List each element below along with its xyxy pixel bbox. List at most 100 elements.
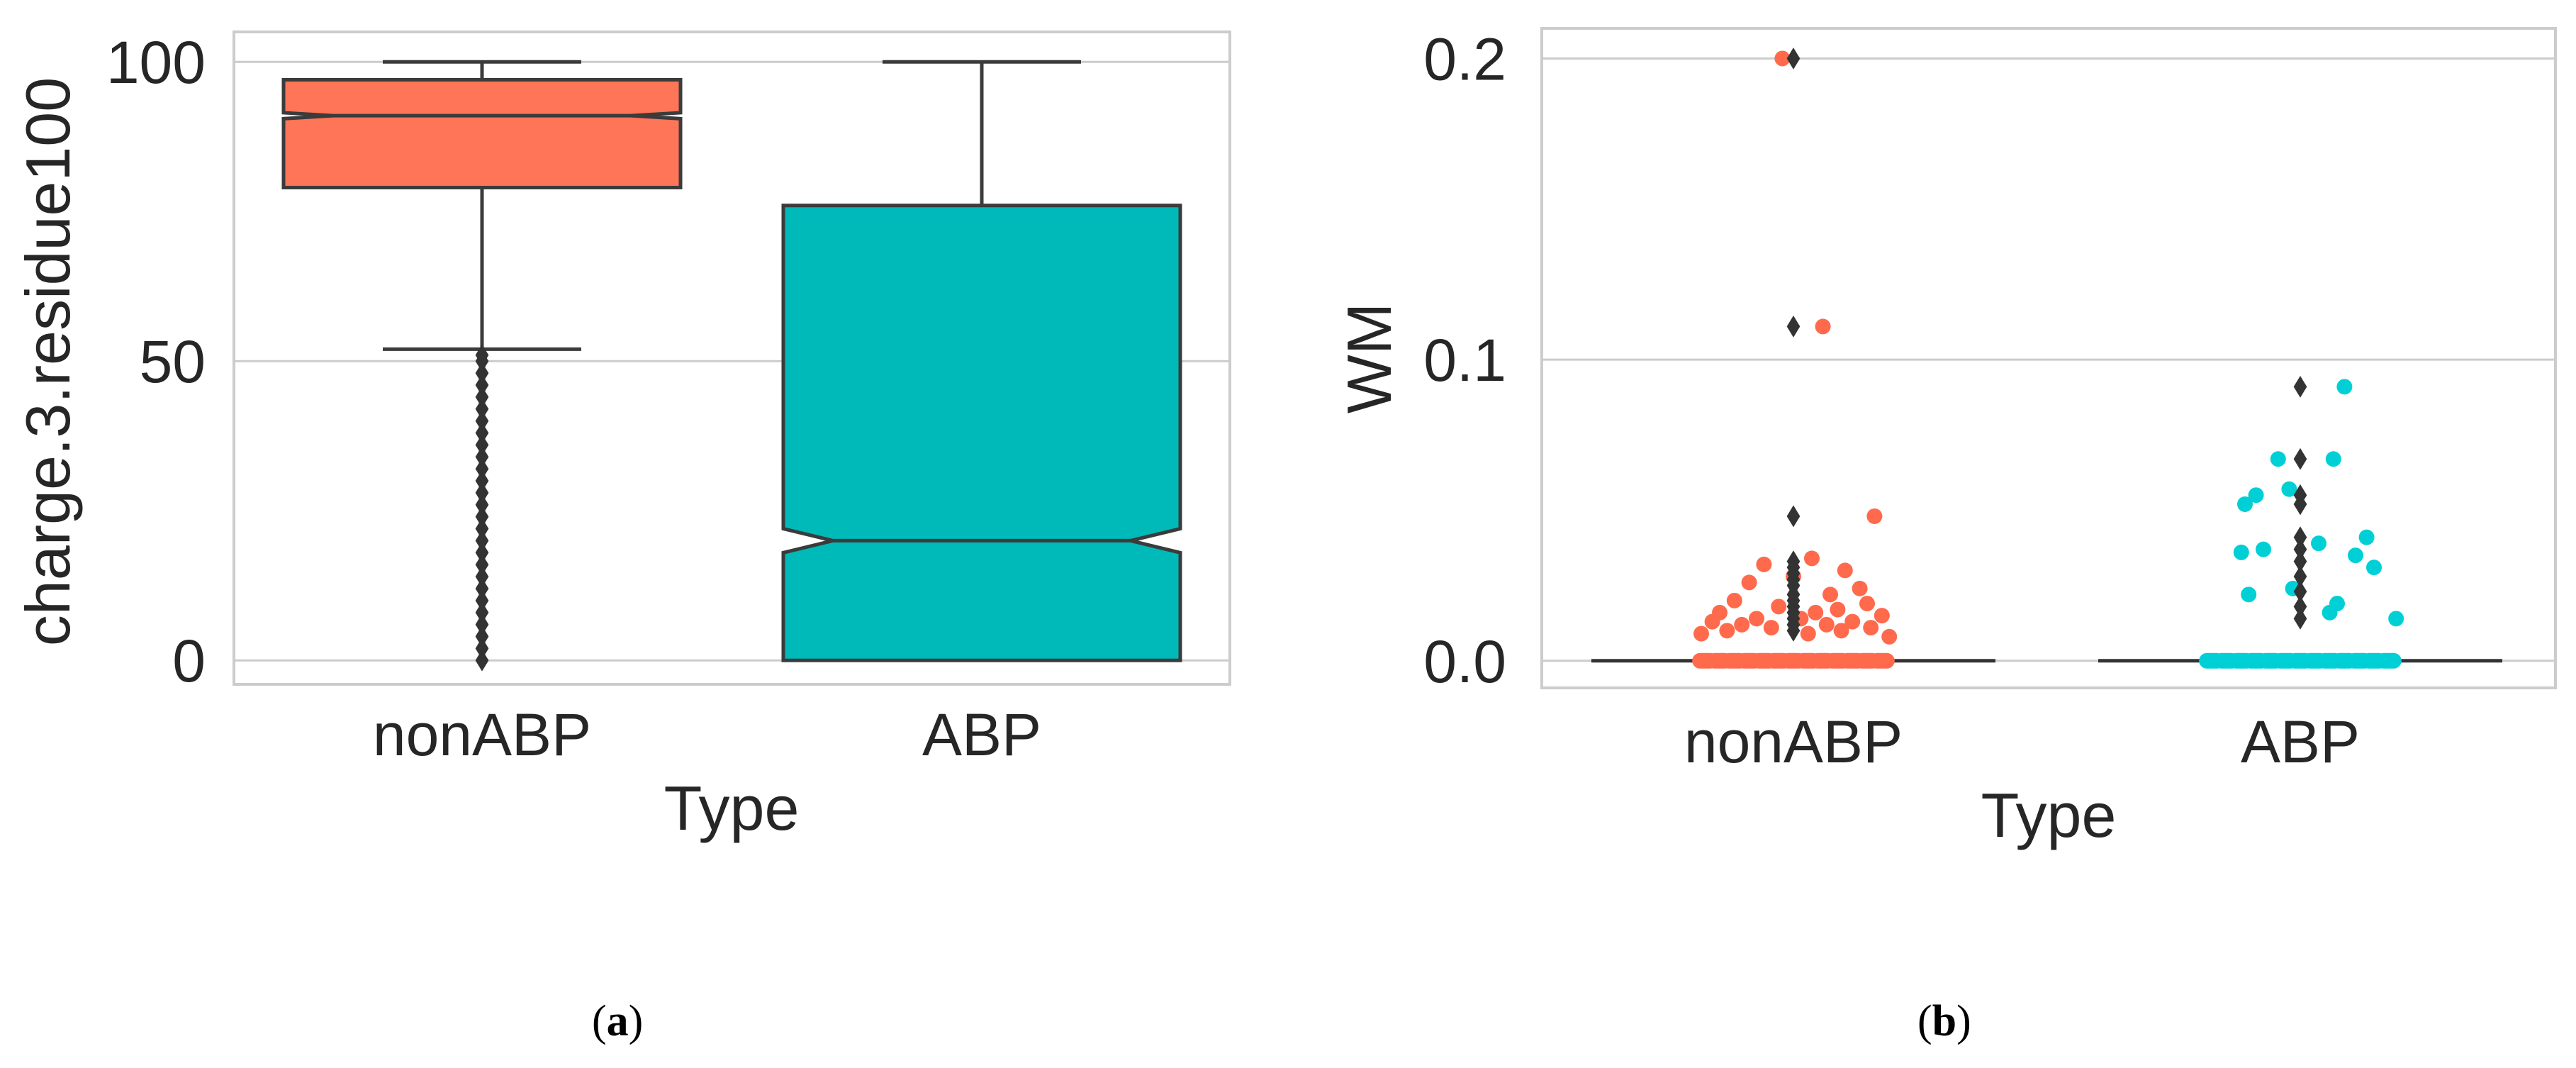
panel-b-strip-point [1818, 616, 1835, 633]
panel-a-outlier-point [475, 613, 489, 635]
panel-b-caption: (b) [1917, 997, 1971, 1045]
panel-b-strip-point [1804, 550, 1820, 567]
panel-b-x-tick-labels: nonABP ABP [1684, 708, 2360, 775]
panel-b-outlier-point [2293, 550, 2307, 573]
panel-a-y-tick-label: 50 [140, 328, 206, 395]
panel-b-outlier-point [2293, 565, 2307, 588]
panel-b-strip-point [2358, 529, 2375, 545]
panel-b-strip-point [1859, 596, 1875, 612]
panel-b-x-axis-label: Type [1981, 780, 2117, 850]
panel-b-strip-point [1756, 556, 1772, 572]
panel-b-strip-point [2348, 547, 2363, 564]
panel-b-outlier-point [1786, 316, 1801, 338]
panel-b-y-tick-label: 0.0 [1423, 628, 1506, 695]
panel-b-strip-point [2241, 586, 2257, 603]
panel-a-outlier-point [475, 577, 489, 600]
panel-a-box-group-nonABP [281, 60, 683, 672]
panel-a-y-axis-label: charge.3.residue100 [13, 77, 83, 646]
panel-b-outlier-point [2293, 607, 2307, 630]
panel-a-outlier-point [475, 482, 489, 504]
panel-a-outlier-point [475, 386, 489, 408]
panel-b-strip-point [1771, 599, 1787, 615]
panel-a-outlier-point [475, 506, 489, 528]
panel-a-box-group-ABP [781, 60, 1182, 662]
panel-b-outlier-point [2293, 595, 2307, 618]
panel-a-outlier-point [475, 344, 489, 367]
panel-b-outlier-point [2293, 447, 2307, 470]
panel-a-outlier-point [475, 518, 489, 540]
panel-b-strip-point [1774, 50, 1791, 67]
panel-b-strip-point [1815, 318, 1831, 335]
panel-a-outlier-point [475, 469, 489, 492]
panel-a-outlier-point [475, 541, 489, 564]
panel-b-strip-point [1719, 623, 1735, 639]
panel-a-outlier-point [475, 410, 489, 433]
panel-b-strip-point [1704, 613, 1720, 630]
panel-a-outlier-point [475, 530, 489, 552]
panel-b-strip-point [2248, 487, 2264, 504]
panel-a-caption-letter: a [606, 997, 629, 1045]
panel-a-x-tick-label: nonABP [373, 701, 591, 768]
panel-a-outlier-point [475, 398, 489, 421]
panel-a-outlier-point [475, 649, 489, 672]
panel-a-outlier-point [475, 374, 489, 396]
panel-a-outlier-point [475, 433, 489, 456]
panel-b-outlier-point [2293, 580, 2307, 603]
panel-b-strip-point [1800, 625, 1816, 642]
panel-b-strip-point [2336, 379, 2353, 395]
panel-a-outlier-point [475, 362, 489, 384]
panel-b-strip-point [1749, 611, 1764, 627]
panel-b-strip-point [2325, 451, 2341, 467]
panel-b-y-tick-labels: 0.0 0.1 0.2 [1423, 26, 1506, 694]
panel-a-outlier-point [475, 494, 489, 516]
panel-a-outlier-point [475, 445, 489, 468]
panel-b-outlier-point [2293, 375, 2307, 398]
panel-a-boxplot: 0 50 100 nonABP ABP Type charge.3.residue10… [13, 29, 1231, 843]
panel-b-strip-ABP [2199, 379, 2404, 669]
panel-b-strip-point [2233, 544, 2249, 560]
panel-b-outlier-point [1786, 619, 1801, 642]
panel-b-strip-point [1881, 628, 1898, 645]
panel-b-outliers-ABP [2293, 375, 2307, 630]
panel-b-strip-point [1808, 604, 1824, 621]
panel-b-strip-point [2388, 611, 2404, 627]
panel-b-strip-point [2322, 604, 2338, 621]
panel-b-caption-letter: b [1932, 997, 1957, 1045]
panel-b-y-tick-label: 0.2 [1423, 26, 1506, 92]
panel-a-outlier-point [475, 422, 489, 444]
panel-b-y-axis-label: WM [1334, 303, 1404, 413]
panel-b-strip-point [1874, 608, 1890, 624]
panel-b-boxes [1591, 48, 2502, 669]
panel-b-outlier-point [2293, 526, 2307, 549]
panel-b-strip-point [1734, 616, 1750, 633]
panel-b-strip-point [2237, 496, 2253, 512]
panel-b-strip-point [2281, 481, 2297, 497]
panel-a-x-tick-label: ABP [922, 701, 1041, 768]
panel-a-x-tick-labels: nonABP ABP [373, 701, 1041, 768]
panel-a-y-tick-label: 100 [106, 29, 206, 96]
panel-b-x-tick-label: ABP [2241, 708, 2360, 775]
panel-b-outlier-point [1786, 48, 1801, 69]
panel-b-strip-point [1726, 592, 1742, 608]
panel-a-box-nonABP [281, 78, 683, 189]
panel-b-strip-nonABP [1692, 50, 1898, 669]
panel-b-strip-point [1693, 625, 1709, 642]
panel-b-outlier-point [2293, 538, 2307, 561]
panel-b-strip-point [2311, 535, 2326, 552]
panel-b-strip-point [1822, 586, 1838, 603]
panel-a-y-tick-labels: 0 50 100 [106, 29, 206, 694]
panel-b-strip-point [1833, 623, 1849, 639]
panel-a-outlier-point [475, 553, 489, 576]
panel-b-strip-point [2366, 560, 2382, 576]
panel-a-box-ABP [781, 204, 1182, 662]
panel-b-strip-point [1763, 620, 1779, 636]
panel-a-outlier-point [475, 457, 489, 480]
panel-b-outlier-point [1786, 505, 1801, 528]
panel-a-x-axis-label: Type [664, 773, 800, 843]
panel-b-strip-point [1830, 601, 1846, 618]
panel-b-strip-point [2270, 451, 2286, 467]
panel-a-outlier-point [475, 625, 489, 647]
panel-a-outlier-point [475, 601, 489, 624]
panel-b-y-tick-label: 0.1 [1423, 327, 1506, 394]
